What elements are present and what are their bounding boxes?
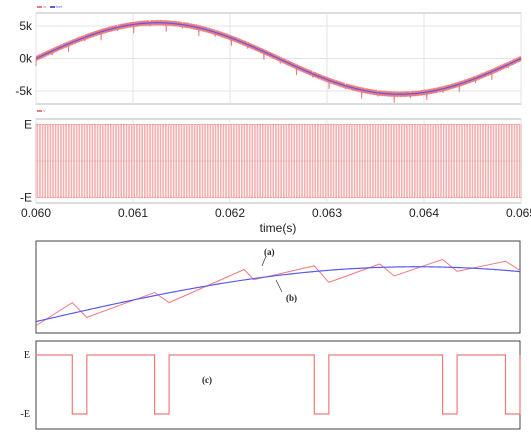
x-tick-label: 0.064 (409, 206, 439, 220)
zoom-voltage-y-tick-label: -E (21, 409, 30, 420)
voltage-y-tick-label: -E (20, 191, 32, 205)
legend-label-v: V (43, 108, 46, 113)
current-y-tick-label: -5k (15, 84, 33, 98)
annotation-c: (c) (202, 375, 212, 385)
annotation-a-leader (261, 255, 267, 267)
current-y-tick-label: 5k (19, 19, 33, 33)
current-panel: 5k 0k -5k Ia Iref (15, 4, 522, 105)
voltage-panel-y-ticks: E -E (20, 117, 32, 204)
voltage-y-tick-label: E (24, 117, 32, 131)
legend-label-iref: Iref (56, 4, 63, 9)
legend-swatch-iref (50, 6, 55, 8)
x-axis-title: time(s) (260, 221, 297, 235)
voltage-panel-x-ticks: 0.060 0.061 0.062 0.063 0.064 0.065 (21, 206, 531, 220)
x-tick-label: 0.062 (215, 206, 245, 220)
legend-swatch-ia (37, 6, 42, 8)
annotation-b: (b) (286, 293, 297, 303)
zoom-current-panel-frame (35, 240, 521, 334)
series-iref-line (35, 22, 522, 95)
x-tick-label: 0.061 (118, 206, 148, 220)
zoom-voltage-panel-frame (35, 340, 521, 430)
series-a-reference-line (35, 266, 521, 323)
annotation-b-leader (275, 279, 283, 293)
zoom-voltage-panel: E -E (c) (21, 340, 521, 430)
legend-swatch-v (37, 110, 42, 112)
voltage-panel-legend: V (37, 108, 46, 113)
series-c-pulse-line (36, 354, 521, 415)
legend-label-ia: Ia (43, 4, 47, 9)
current-panel-legend: Ia Iref (37, 4, 63, 9)
x-tick-label: 0.063 (312, 206, 342, 220)
x-tick-label: 0.065 (506, 206, 531, 220)
zoom-voltage-y-tick-label: E (24, 350, 30, 361)
current-panel-y-ticks: 5k 0k -5k (15, 19, 33, 98)
current-y-tick-label: 0k (19, 52, 33, 66)
zoom-voltage-panel-y-ticks: E -E (21, 350, 30, 420)
annotation-a: (a) (264, 247, 275, 257)
x-tick-label: 0.060 (21, 206, 51, 220)
series-v-pwm-line (35, 124, 522, 198)
voltage-panel: V E -E 0.060 0.061 0.062 0.063 0.064 0.065 tim… (20, 108, 531, 235)
zoom-current-panel: (a) (b) (35, 240, 521, 334)
